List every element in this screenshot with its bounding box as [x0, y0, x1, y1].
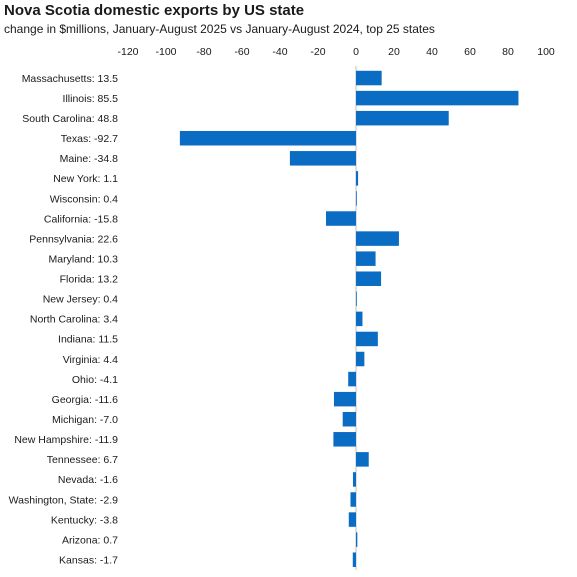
- x-tick-label: 60: [464, 46, 476, 58]
- category-label: Nevada: -1.6: [58, 474, 118, 486]
- bar: [342, 411, 356, 427]
- category-label: Florida: 13.2: [60, 274, 119, 286]
- chart-title: Nova Scotia domestic exports by US state: [4, 2, 305, 19]
- bar: [356, 271, 382, 286]
- category-labels: Massachusetts: 13.5 Illinois: 85.5 South C…: [9, 73, 119, 567]
- bar: [356, 231, 399, 246]
- category-label: New York: 1.1: [53, 173, 118, 185]
- bar: [325, 211, 356, 226]
- bar: [356, 110, 449, 126]
- bars-group: [179, 70, 519, 567]
- bar: [356, 291, 357, 307]
- category-label: Michigan: -7.0: [52, 414, 118, 426]
- category-label: North Carolina: 3.4: [30, 314, 118, 326]
- category-label: Washington, State: -2.9: [9, 494, 118, 506]
- x-tick-label: 100: [537, 46, 555, 58]
- bar: [356, 251, 376, 266]
- x-tick-label: -20: [310, 46, 325, 58]
- bar: [179, 130, 356, 146]
- bar: [333, 432, 356, 447]
- category-label: Arizona: 0.7: [62, 534, 118, 546]
- category-label: Texas: -92.7: [61, 133, 118, 145]
- bar: [356, 331, 378, 347]
- category-label: Indiana: 11.5: [58, 334, 118, 346]
- bar: [356, 191, 357, 206]
- category-label: Pennsylvania: 22.6: [29, 233, 118, 245]
- category-label: South Carolina: 48.8: [22, 113, 118, 125]
- category-label: Maryland: 10.3: [49, 253, 119, 265]
- category-label: New Hampshire: -11.9: [14, 434, 118, 446]
- bar: [348, 371, 356, 387]
- x-tick-label: -40: [272, 46, 287, 58]
- bar: [356, 351, 365, 367]
- x-tick-label: -80: [196, 46, 211, 58]
- category-label: Georgia: -11.6: [52, 394, 119, 406]
- bar: [352, 552, 356, 567]
- category-label: Maine: -34.8: [60, 153, 119, 165]
- bar: [333, 391, 356, 407]
- category-label: Tennessee: 6.7: [47, 454, 118, 466]
- category-label: New Jersey: 0.4: [43, 294, 118, 306]
- bar: [289, 151, 356, 166]
- category-label: Kentucky: -3.8: [51, 514, 118, 526]
- bar: [356, 532, 358, 547]
- category-label: Massachusetts: 13.5: [22, 73, 118, 85]
- category-label: Ohio: -4.1: [72, 374, 118, 386]
- category-label: Virginia: 4.4: [63, 354, 118, 366]
- bar: [350, 492, 356, 507]
- bar: [356, 311, 363, 327]
- chart-subtitle: change in $millions, January-August 2025…: [4, 22, 435, 36]
- bar: [356, 70, 382, 86]
- x-tick-label: 40: [426, 46, 438, 58]
- bar: [352, 472, 356, 487]
- category-label: Wisconsin: 0.4: [50, 193, 118, 205]
- bar: [356, 452, 369, 467]
- category-label: Illinois: 85.5: [63, 93, 119, 105]
- category-label: Kansas: -1.7: [59, 555, 118, 567]
- bar: [348, 512, 356, 527]
- x-tick-label: 80: [502, 46, 514, 58]
- x-tick-label: -100: [155, 46, 176, 58]
- bar: [356, 171, 359, 186]
- x-tick-label: 20: [388, 46, 400, 58]
- category-label: California: -15.8: [44, 213, 118, 225]
- x-axis-ticks: -120 -100 -80 -60 -40 -20 0 20 40 60 80 100: [117, 46, 554, 58]
- x-tick-label: 0: [353, 46, 359, 58]
- x-tick-label: -120: [117, 46, 138, 58]
- x-tick-label: -60: [234, 46, 249, 58]
- bar: [356, 90, 519, 106]
